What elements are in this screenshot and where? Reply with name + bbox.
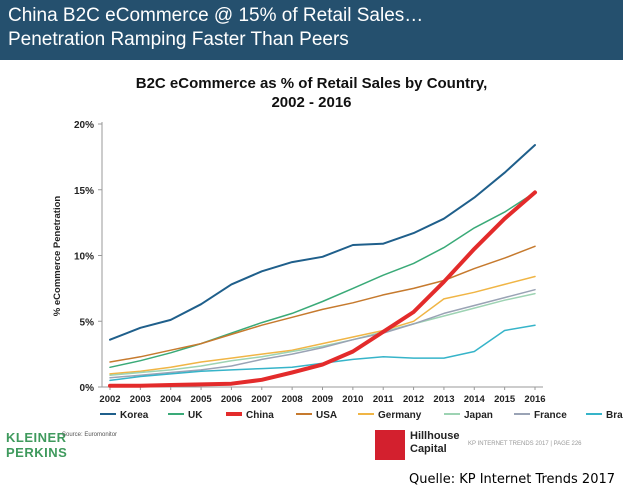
series-line-china	[108, 190, 537, 388]
legend-label-germany: Germany	[378, 410, 422, 421]
x-tick-label: 2010	[342, 394, 363, 405]
x-tick-label: 2005	[191, 394, 213, 405]
legend-label-uk: UK	[188, 410, 203, 421]
series-line-korea	[109, 144, 536, 341]
series-line-france	[109, 288, 536, 379]
kleiner-perkins-logo: KLEINER PERKINS	[6, 430, 68, 460]
series-line-germany	[109, 275, 536, 375]
legend-label-japan: Japan	[464, 410, 493, 421]
x-tick-label: 2009	[312, 394, 333, 405]
x-tick-label: 2011	[373, 394, 394, 405]
page-footer-label: KP INTERNET TRENDS 2017 | PAGE 226	[468, 441, 582, 447]
legend-label-usa: USA	[316, 410, 337, 421]
chart-series	[108, 144, 537, 388]
y-tick-label: 10%	[74, 252, 94, 263]
y-tick-label: 20%	[74, 120, 94, 131]
series-line-japan	[109, 292, 536, 376]
chart-legend: Korea UK China USA Germany Japan France Brazil	[100, 410, 623, 421]
x-tick-label: 2015	[494, 394, 516, 405]
legend-label-france: France	[534, 410, 567, 421]
y-tick-label: 15%	[74, 186, 94, 197]
source-note: Source: Euromonitor	[62, 432, 118, 438]
x-tick-label: 2012	[403, 394, 424, 405]
x-tick-label: 2014	[464, 394, 486, 405]
legend-label-brazil: Brazil	[606, 410, 623, 421]
series-line-uk	[109, 191, 536, 369]
legend-label-china: China	[246, 410, 274, 421]
source-caption: Quelle: KP Internet Trends 2017	[409, 472, 616, 487]
x-tick-label: 2004	[160, 394, 182, 405]
series-line-usa	[109, 245, 536, 363]
y-axis-title: % eCommerce Penetration	[52, 196, 63, 317]
chart-axes: 0% 5% 10% 15% 20% 2002 2003 2004 2005 2006 2007 200…	[52, 120, 546, 405]
chart-title: B2C eCommerce as % of Retail Sales by Co…	[135, 75, 488, 92]
chart-subtitle: 2002 - 2016	[271, 94, 352, 111]
hillhouse-logo-mark	[375, 430, 405, 460]
header-title-line1: China B2C eCommerce @ 15% of Retail Sale…	[8, 5, 424, 26]
chart-card	[0, 60, 623, 499]
y-tick-label: 0%	[80, 383, 95, 394]
legend-label-korea: Korea	[120, 410, 149, 421]
header-banner: China B2C eCommerce @ 15% of Retail Sale…	[0, 0, 623, 60]
x-tick-label: 2013	[433, 394, 454, 405]
y-tick-label: 5%	[80, 317, 95, 328]
x-tick-label: 2016	[524, 394, 545, 405]
x-tick-label: 2002	[99, 394, 120, 405]
header-title-line2: Penetration Ramping Faster Than Peers	[8, 29, 349, 50]
x-tick-label: 2006	[221, 394, 242, 405]
x-tick-label: 2008	[282, 394, 303, 405]
x-tick-label: 2003	[130, 394, 151, 405]
hillhouse-logo-name: Hillhouse Capital	[410, 430, 460, 455]
x-tick-label: 2007	[251, 394, 272, 405]
